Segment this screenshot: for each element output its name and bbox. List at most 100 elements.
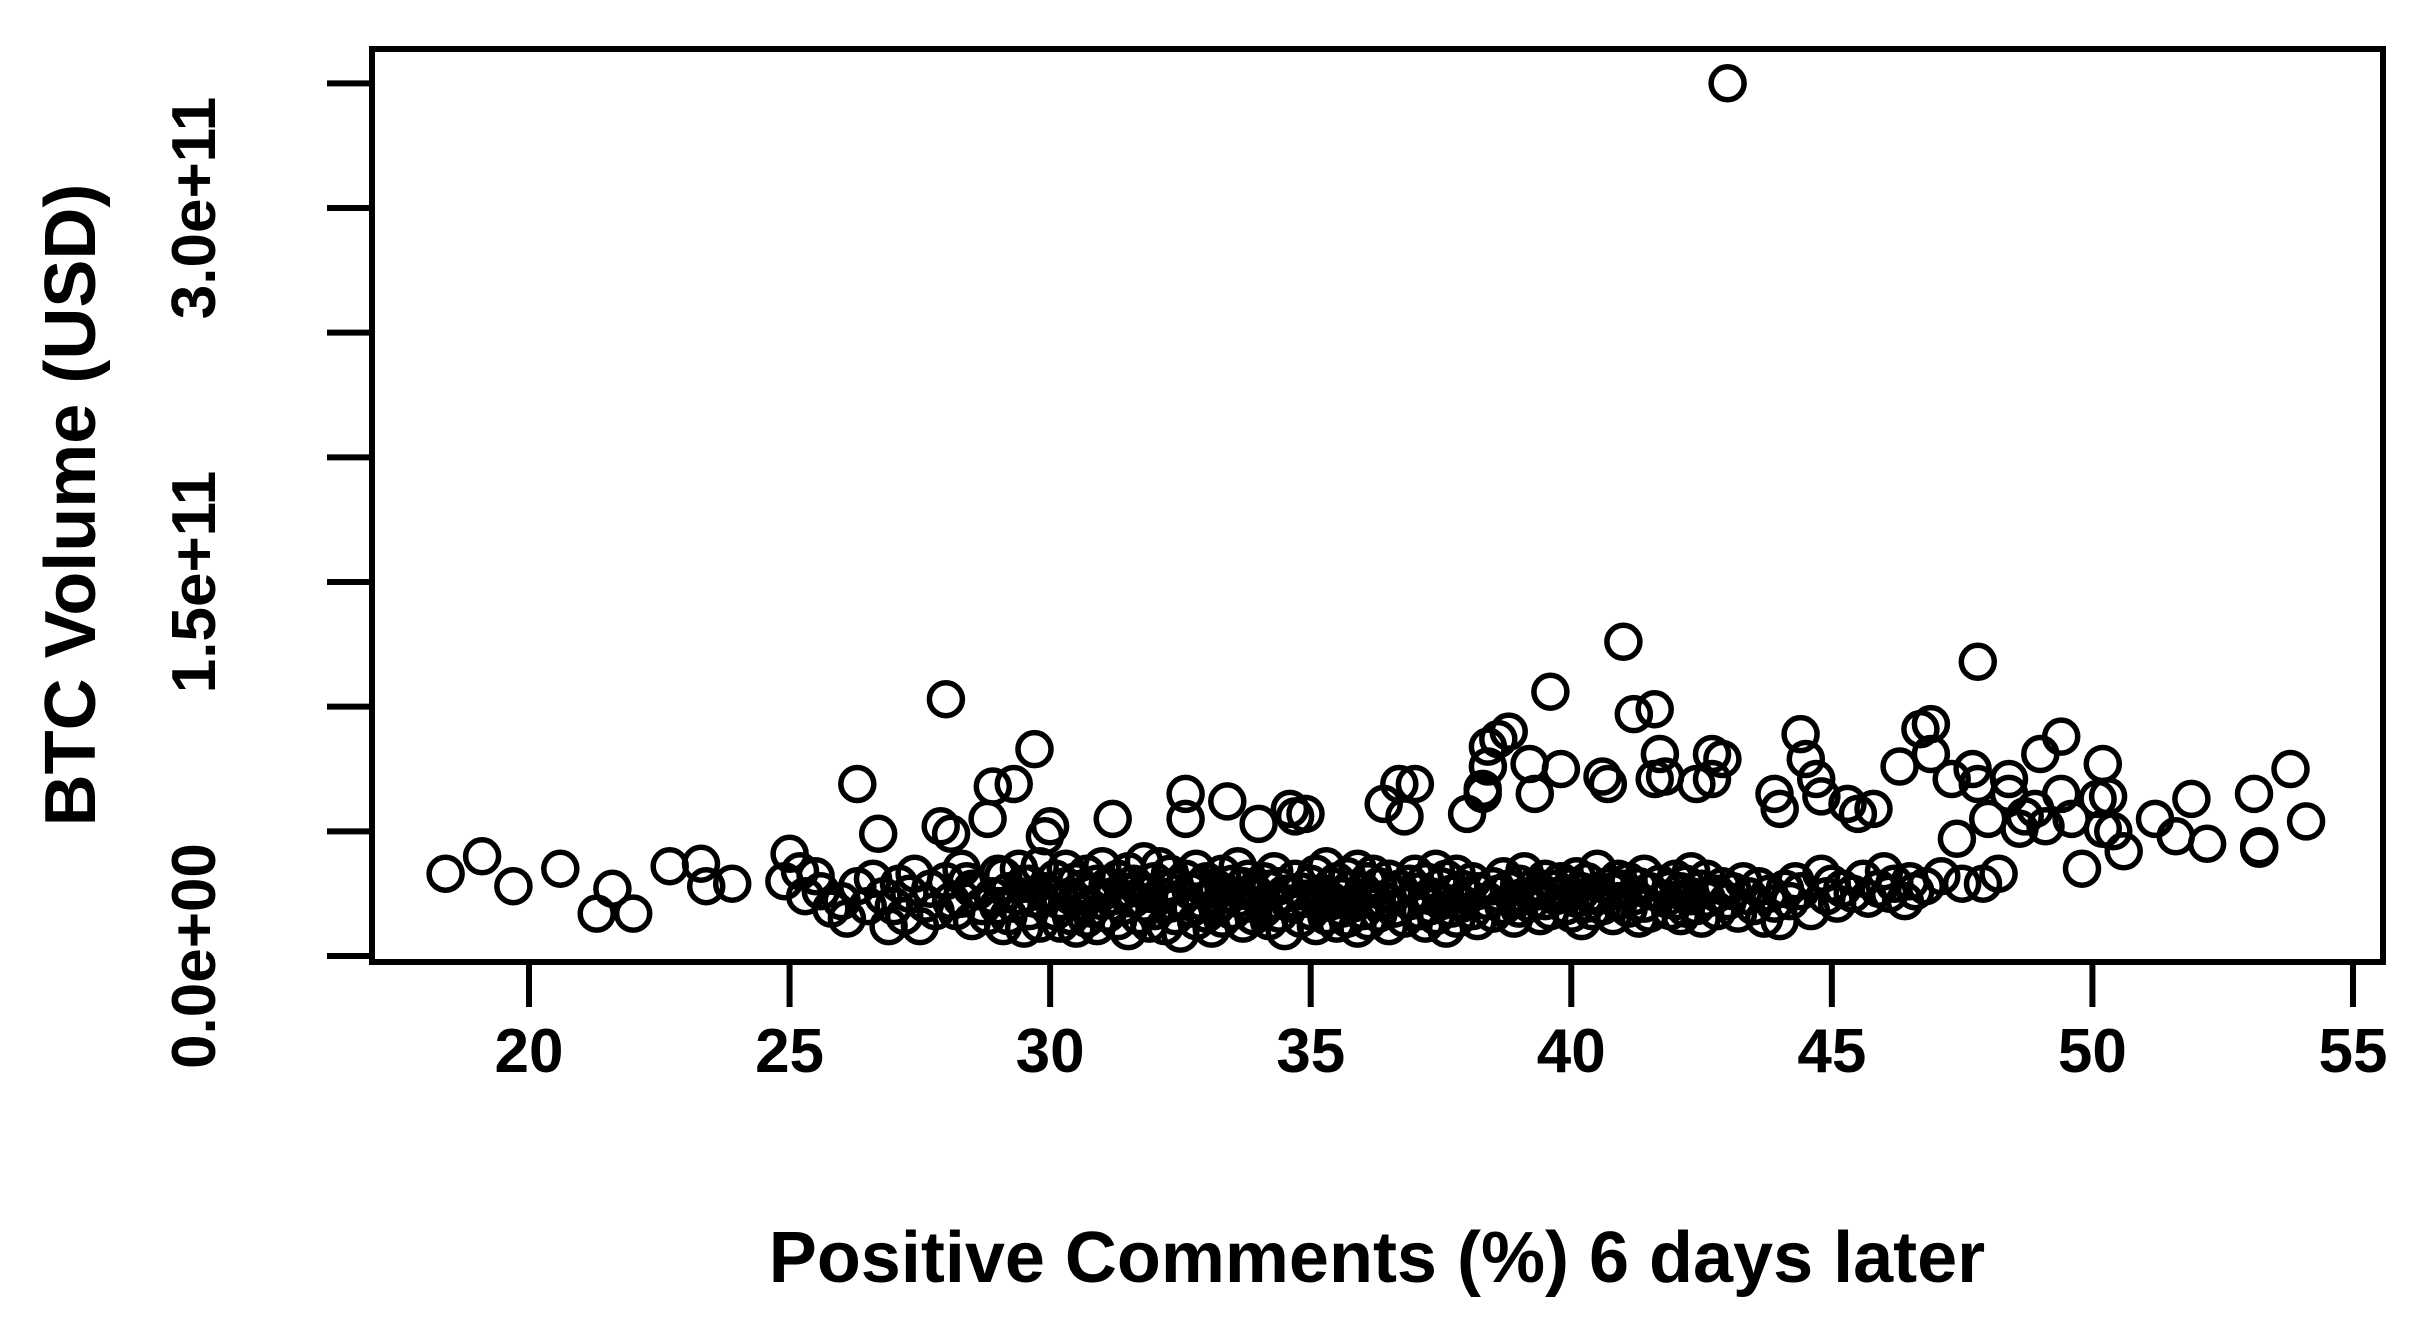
data-point: [838, 764, 877, 804]
x-tick-label: 30: [1016, 1017, 1085, 1086]
plot-border-rect: [369, 46, 2386, 965]
data-point: [1922, 856, 1961, 896]
data-point: [541, 849, 580, 888]
data-point: [1583, 757, 1622, 796]
y-tick-label: 1.5e+11: [160, 471, 229, 693]
data-point: [2094, 812, 2133, 851]
data-point: [1786, 739, 1826, 779]
data-point: [1911, 704, 1951, 744]
x-tick-label: 20: [495, 1017, 564, 1086]
data-point: [1942, 864, 1982, 903]
data-point: [2286, 802, 2326, 841]
data-point: [1489, 712, 1528, 751]
data-point: [1828, 784, 1867, 824]
data-point: [1979, 854, 2018, 893]
data-point: [2156, 817, 2196, 856]
x-tick-label: 25: [755, 1017, 824, 1086]
data-point: [613, 894, 653, 933]
data-point: [1677, 764, 1716, 804]
data-point: [1635, 689, 1674, 729]
data-point: [2062, 849, 2102, 888]
data-point: [593, 869, 632, 908]
data-point: [2026, 807, 2065, 846]
data-point: [2041, 717, 2081, 756]
data-point: [1166, 799, 1205, 839]
data-point: [931, 814, 971, 854]
data-point: [1515, 774, 1555, 814]
data-point: [1604, 622, 1643, 662]
data-point: [1838, 794, 1878, 834]
data-point: [1030, 807, 1070, 846]
data-point: [968, 799, 1007, 839]
data-point: [1015, 729, 1054, 769]
data-point: [712, 864, 752, 903]
data-point: [1614, 694, 1654, 734]
data-point: [1286, 794, 1325, 834]
data-point: [1802, 777, 1841, 816]
data-point: [2041, 774, 2081, 814]
data-point: [1270, 789, 1310, 829]
data-point: [650, 846, 689, 886]
data-point: [686, 866, 726, 906]
data-point: [1463, 769, 1502, 809]
x-tick-label: 55: [2319, 1017, 2388, 1086]
data-point: [1479, 719, 1518, 759]
data-point: [1932, 759, 1971, 799]
data-point: [2271, 749, 2310, 789]
data-point: [1692, 759, 1732, 799]
data-point: [426, 854, 465, 893]
data-point: [1854, 789, 1893, 829]
data-point: [2187, 824, 2227, 864]
data-point: [494, 866, 533, 906]
x-tick-label: 50: [2058, 1017, 2127, 1086]
data-point: [1588, 764, 1628, 804]
data-point: [1781, 714, 1820, 754]
data-point: [2172, 779, 2211, 819]
x-axis-title: Positive Comments (%) 6 days later: [769, 1218, 1985, 1298]
data-point: [1166, 774, 1205, 814]
data-point: [1770, 881, 1810, 921]
data-point: [1395, 764, 1435, 804]
data-point: [1937, 819, 1977, 859]
data-point: [1880, 747, 1919, 786]
data-points: [426, 64, 2326, 953]
data-point: [1640, 734, 1680, 774]
y-axis-title: BTC Volume (USD): [31, 184, 111, 827]
data-point: [1989, 759, 2029, 799]
data-point: [1708, 64, 1747, 103]
data-point: [926, 679, 966, 719]
data-point: [2083, 744, 2123, 784]
data-point: [2005, 797, 2044, 836]
data-point: [2239, 829, 2279, 869]
data-point: [681, 844, 721, 883]
data-point: [1796, 759, 1836, 799]
data-point: [921, 807, 960, 846]
y-tick-label: 0.0e+00: [160, 843, 229, 1069]
data-point: [1531, 672, 1570, 711]
data-point: [858, 814, 898, 854]
data-point: [1703, 739, 1742, 779]
data-point: [2135, 799, 2175, 839]
data-point: [1958, 642, 1998, 682]
y-axis: 0.0e+00 1.5e+11 3.0e+11: [160, 80, 372, 1069]
data-point: [2234, 774, 2274, 814]
x-tick-label: 40: [1537, 1017, 1606, 1086]
data-point: [462, 837, 502, 876]
plot-border: [369, 46, 2386, 965]
data-point: [973, 767, 1013, 806]
data-point: [780, 851, 820, 891]
data-point: [1093, 799, 1132, 839]
x-axis: 20 25 30 35 40 45 50 55: [495, 962, 2388, 1086]
y-tick-label: 3.0e+11: [160, 97, 229, 319]
data-point: [1760, 789, 1799, 829]
x-tick-label: 35: [1276, 1017, 1345, 1086]
data-point: [1239, 804, 1278, 844]
data-point: [1911, 734, 1951, 774]
data-point: [2021, 734, 2060, 774]
data-point: [1208, 782, 1247, 821]
data-point: [2104, 832, 2143, 871]
data-point: [1541, 749, 1581, 789]
data-point: [994, 764, 1033, 804]
